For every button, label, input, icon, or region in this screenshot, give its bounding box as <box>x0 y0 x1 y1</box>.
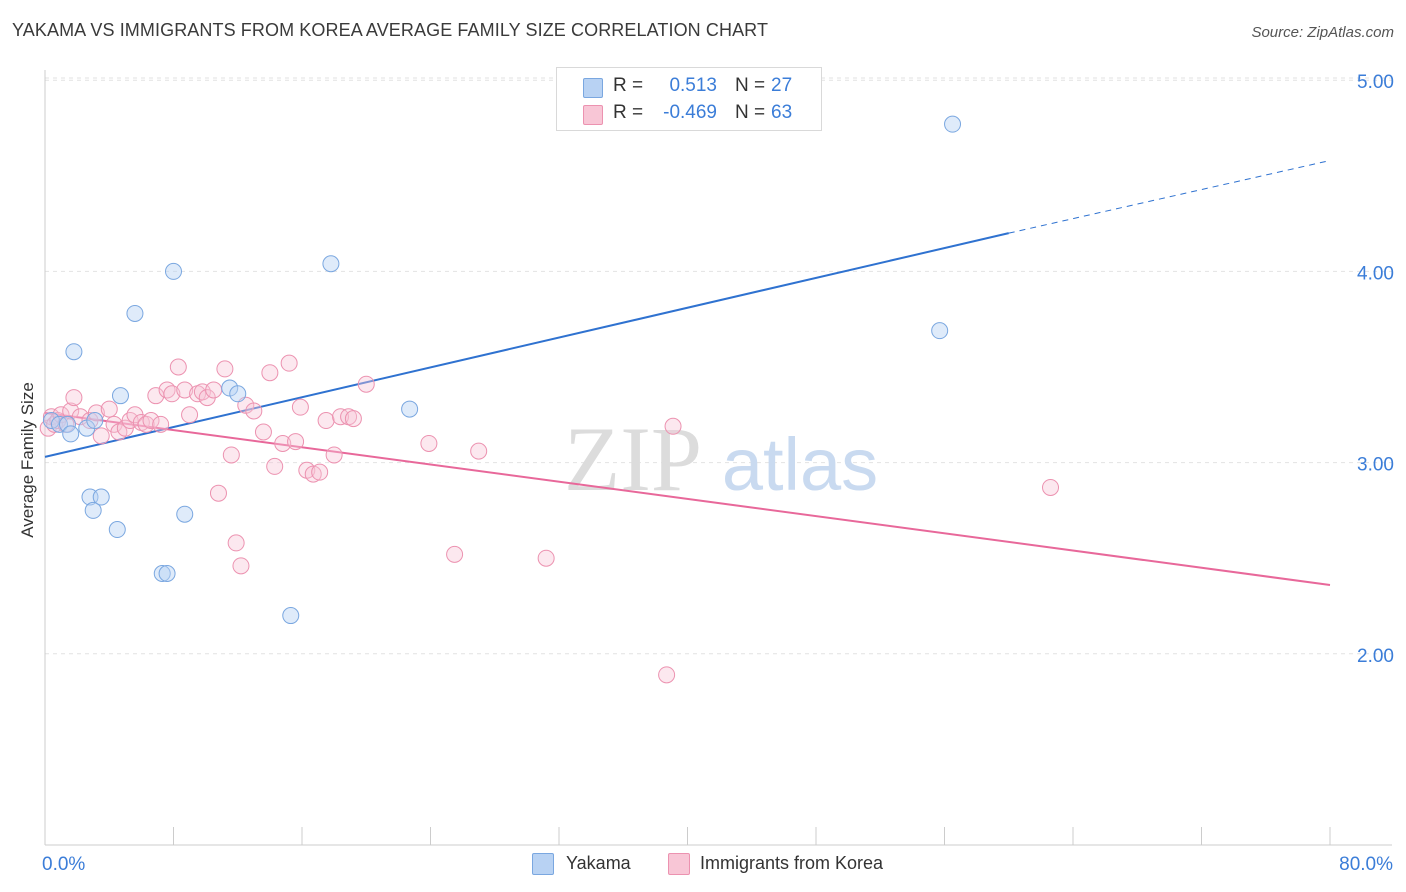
point-yakama <box>108 521 126 539</box>
point-korea <box>344 410 362 428</box>
point-yakama <box>111 387 129 405</box>
point-korea <box>222 446 240 464</box>
watermark: ZIP atlas <box>564 408 878 510</box>
point-korea <box>291 398 309 416</box>
legend-row-yakama: R = 0.513 N = 27 <box>557 75 821 101</box>
point-korea <box>1042 478 1060 496</box>
point-korea <box>304 465 322 483</box>
watermark-atlas: atlas <box>722 423 878 506</box>
point-yakama <box>401 400 419 418</box>
tick-labels: 2.00 3.00 4.00 5.00 0.0% 80.0% <box>42 72 1394 875</box>
point-korea <box>163 385 181 403</box>
point-yakama <box>58 415 76 433</box>
point-korea <box>152 415 170 433</box>
point-korea <box>311 463 329 481</box>
point-korea <box>254 423 272 441</box>
y-tick-label: 2.00 <box>1357 646 1394 667</box>
watermark-zip: ZIP <box>564 408 702 510</box>
legend-r-label: R = <box>613 102 644 123</box>
point-korea <box>280 354 298 372</box>
point-korea <box>664 417 682 435</box>
legend-n-label: N = <box>735 102 766 123</box>
bottom-legend-swatch-yakama <box>532 853 554 875</box>
point-korea <box>92 427 110 445</box>
x-tick-label-max: 80.0% <box>1339 854 1393 875</box>
point-yakama <box>42 412 60 430</box>
point-korea <box>227 534 245 552</box>
point-yakama <box>176 505 194 523</box>
point-korea <box>169 358 187 376</box>
point-yakama <box>322 255 340 273</box>
trend-line-korea <box>44 411 1331 586</box>
point-korea <box>232 557 250 575</box>
point-korea <box>216 360 234 378</box>
bottom-legend-label-yakama: Yakama <box>566 853 631 873</box>
point-korea <box>100 400 118 418</box>
bottom-legend-label-korea: Immigrants from Korea <box>700 853 884 873</box>
point-korea <box>245 402 263 420</box>
point-korea <box>446 545 464 563</box>
x-tick-label-min: 0.0% <box>42 854 85 875</box>
bottom-legend-swatch-korea <box>668 853 690 875</box>
point-korea <box>287 433 305 451</box>
point-korea <box>205 381 223 399</box>
point-korea <box>142 412 160 430</box>
legend-n-label: N = <box>735 75 766 96</box>
point-korea <box>357 375 375 393</box>
point-yakama <box>153 564 171 582</box>
point-yakama <box>84 501 102 519</box>
data-points <box>39 115 1060 684</box>
chart-title: YAKAMA VS IMMIGRANTS FROM KOREA AVERAGE … <box>12 20 769 40</box>
legend-r-label: R = <box>613 75 644 96</box>
point-yakama <box>931 322 949 340</box>
point-korea <box>181 406 199 424</box>
legend-row-korea: R = -0.469 N = 63 <box>557 102 821 128</box>
legend-r-value-korea: -0.469 <box>663 102 717 123</box>
legend-r-value-yakama: 0.513 <box>669 75 717 96</box>
point-yakama <box>65 343 83 361</box>
point-korea <box>325 446 343 464</box>
point-yakama <box>158 564 176 582</box>
point-korea <box>176 381 194 399</box>
point-yakama <box>229 385 247 403</box>
point-yakama <box>92 488 110 506</box>
source-credit: Source: ZipAtlas.com <box>1251 24 1394 41</box>
legend-n-value-yakama: 27 <box>771 75 793 96</box>
axes <box>44 70 1392 846</box>
correlation-legend: R = 0.513 N = 27 R = -0.469 N = 63 <box>556 67 822 131</box>
trend-line-yakama-extrapolated <box>1008 160 1331 234</box>
legend-n-value-korea: 63 <box>771 102 793 123</box>
point-korea <box>317 412 335 430</box>
point-korea <box>266 457 284 475</box>
point-korea <box>65 389 83 407</box>
point-korea <box>209 484 227 502</box>
point-korea <box>470 442 488 460</box>
point-korea <box>537 549 555 567</box>
legend-swatch-korea <box>583 105 603 125</box>
point-korea <box>658 666 676 684</box>
trend-line-yakama <box>44 232 1009 458</box>
point-yakama <box>282 607 300 625</box>
trend-lines <box>44 160 1331 586</box>
point-yakama <box>165 262 182 280</box>
y-tick-label: 5.00 <box>1357 72 1394 93</box>
y-tick-label: 3.00 <box>1357 455 1394 476</box>
y-tick-label: 4.00 <box>1357 263 1394 284</box>
point-yakama <box>86 412 104 430</box>
legend-swatch-yakama <box>583 78 603 98</box>
point-korea <box>420 434 438 452</box>
point-yakama <box>126 304 144 322</box>
point-yakama <box>944 115 962 133</box>
point-korea <box>261 364 279 382</box>
point-yakama <box>62 425 80 443</box>
point-korea <box>62 402 80 420</box>
point-korea <box>274 434 292 452</box>
